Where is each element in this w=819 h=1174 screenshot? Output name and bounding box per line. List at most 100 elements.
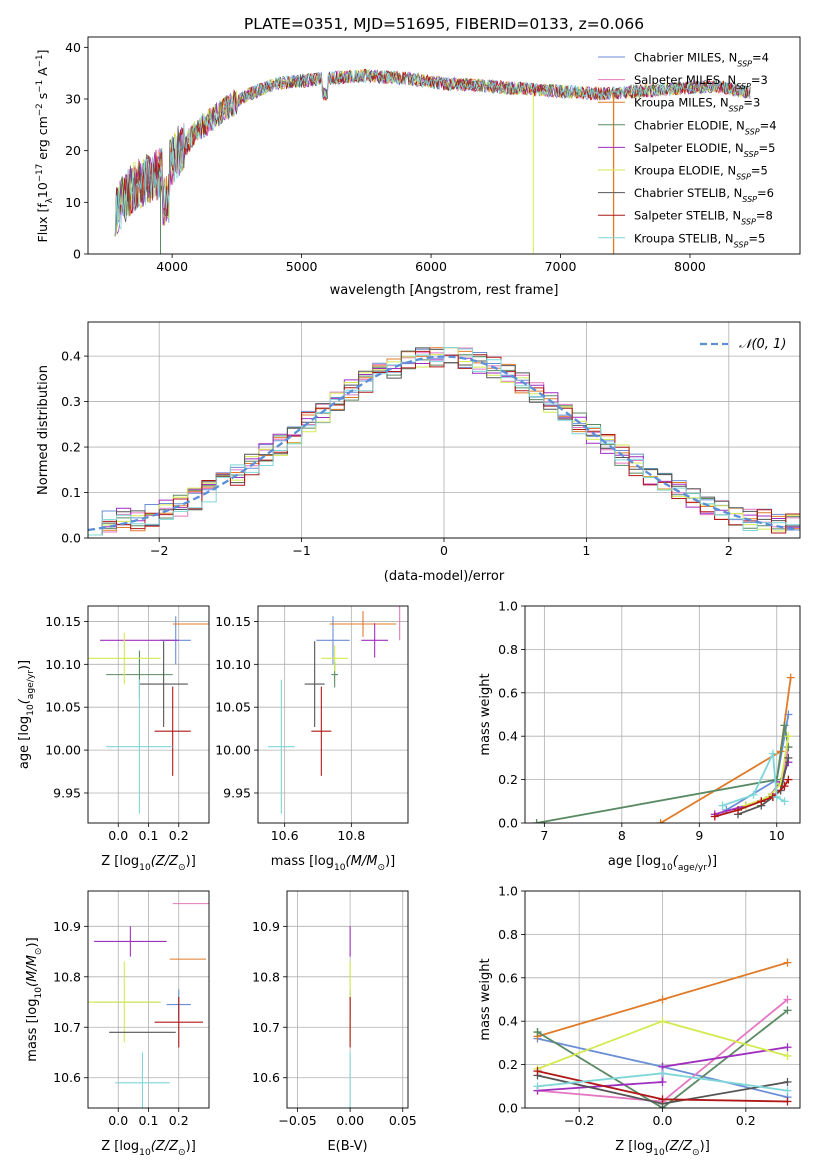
- y-tick-label: 10.05: [45, 700, 81, 715]
- legend-entry: Kroupa STELIB, NSSP=5: [634, 231, 765, 249]
- plot-area: [88, 903, 209, 1108]
- axes-frame: [524, 890, 801, 1109]
- axes-frame: [87, 36, 801, 255]
- label-part: mass [log: [271, 854, 334, 869]
- y-tick-label: 0.1: [61, 485, 81, 500]
- x-tick-label: 0.2: [169, 1113, 189, 1128]
- label-part: SSP: [742, 195, 757, 204]
- x-tick-label: 9: [695, 828, 703, 843]
- y-tick-label: 10: [65, 195, 81, 210]
- label-part: age/yr: [678, 863, 707, 873]
- label-part: −2: [35, 103, 45, 116]
- y-tick-label: 10.9: [53, 919, 81, 934]
- y-tick-label: 0.4: [498, 729, 518, 744]
- y-axis-label: Flux [fλ10−17 erg cm−2 s−1 A−1]: [35, 50, 55, 243]
- y-tick-label: 10.00: [215, 743, 251, 758]
- label-part: 10: [653, 1148, 665, 1158]
- label-part: erg cm: [35, 116, 50, 164]
- y-axis-label: mass [log10(M/M⊙)]: [25, 937, 44, 1061]
- axes-weight_vs_Z: −0.2 0.0 0.2 0.0 0.2 0.4 0.6 0.8 1.0 Z [log10(Z/Z…: [478, 884, 801, 1158]
- histogram-kroupa-stelib: [88, 347, 800, 536]
- label-part: 10: [334, 863, 346, 873]
- axes-mass_vs_EBV: −0.05 0.00 0.05 10.6 10.7 10.8 10.9 E(B-V): [252, 890, 417, 1154]
- y-tick-label: 10.10: [215, 657, 251, 672]
- x-tick-label: −0.2: [564, 1113, 594, 1128]
- y-tick-label: 0.2: [61, 440, 81, 455]
- label-part: )]: [707, 854, 717, 869]
- label-part: =5: [748, 231, 765, 245]
- y-axis-label: mass weight: [478, 673, 493, 755]
- x-tick-label: 8: [618, 828, 626, 843]
- legend-entry: Salpeter MILES, NSSP=3: [634, 73, 768, 91]
- y-tick-label: 10.7: [252, 1020, 280, 1035]
- legend-entry: Chabrier ELODIE, NSSP=4: [634, 118, 777, 136]
- label-part: =6: [757, 186, 774, 200]
- y-tick-label: 1.0: [498, 599, 518, 614]
- y-tick-label: 10.9: [252, 919, 280, 934]
- y-tick-label: 10.10: [45, 657, 81, 672]
- x-axis-label: age [log10(age/yr)]: [608, 854, 717, 873]
- label-part: Z [log: [101, 1139, 139, 1154]
- label-part: Z [log: [615, 1139, 653, 1154]
- label-part: −1: [35, 80, 45, 93]
- x-tick-label: 0.1: [139, 828, 159, 843]
- x-tick-label: 0.00: [336, 1113, 364, 1128]
- y-axis-label: mass weight: [478, 958, 493, 1040]
- label-part: Salpeter STELIB, N: [634, 209, 741, 223]
- y-tick-label: 0.8: [498, 927, 518, 942]
- y-axis-label: age [log10(age/yr)]: [17, 660, 36, 769]
- label-part: age/yr: [26, 670, 36, 699]
- x-tick-label: 0.0: [108, 828, 128, 843]
- legend-entry: Chabrier MILES, NSSP=4: [634, 51, 769, 69]
- axes-frame: [87, 605, 210, 824]
- axes-spectrum: 4000 5000 6000 7000 8000 0 10 20 30 40 Chabrier MI…: [35, 36, 801, 298]
- label-part: =3: [751, 73, 768, 87]
- figure-title: PLATE=0351, MJD=51695, FIBERID=0133, z=0…: [244, 15, 644, 33]
- label-part: =3: [743, 96, 760, 110]
- x-tick-label: 2: [725, 543, 733, 558]
- x-axis-label: mass [log10(M/M⊙)]: [271, 854, 395, 873]
- plot-area: [532, 673, 795, 823]
- x-tick-label: 8000: [674, 259, 706, 274]
- y-tick-label: 1.0: [498, 884, 518, 899]
- label-part: SSP: [736, 172, 751, 181]
- label-part: λ: [45, 198, 55, 203]
- y-tick-label: 10.15: [215, 614, 251, 629]
- plot-area: [533, 958, 792, 1108]
- label-part: age [log: [17, 716, 32, 769]
- axes-age_vs_mass: 10.6 10.8 9.95 10.00 10.05 10.10 10.15 mass [lo…: [215, 605, 409, 873]
- legend-entry: Salpeter ELODIE, NSSP=5: [634, 141, 775, 159]
- label-part: A: [35, 67, 50, 80]
- x-tick-label: −0.05: [278, 1113, 316, 1128]
- y-tick-label: 10.00: [45, 743, 81, 758]
- x-tick-label: −2: [150, 543, 168, 558]
- label-part: 10: [139, 863, 151, 873]
- label-part: (: [17, 698, 32, 704]
- x-tick-label: −1: [292, 543, 310, 558]
- y-tick-label: 30: [65, 92, 81, 107]
- label-part: Chabrier STELIB, N: [634, 186, 742, 200]
- label-part: =4: [760, 118, 777, 132]
- label-part: (Z/Z: [151, 854, 179, 869]
- label-part: ⊙: [178, 863, 186, 873]
- label-part: ]: [35, 50, 50, 55]
- x-axis-label: Z [log10(Z/Z⊙)]: [615, 1139, 710, 1158]
- y-tick-label: 10.6: [252, 1070, 280, 1085]
- x-axis-label: E(B-V): [327, 1139, 367, 1154]
- label-part: (Z/Z: [151, 1139, 179, 1154]
- axes-frame: [257, 605, 409, 824]
- y-tick-label: 10.8: [252, 969, 280, 984]
- label-part: Kroupa ELODIE, N: [634, 164, 736, 178]
- label-part: =5: [751, 164, 768, 178]
- label-part: ⊙: [178, 1148, 186, 1158]
- x-tick-label: 10.8: [337, 828, 365, 843]
- label-part: (M/M: [346, 854, 378, 869]
- label-part: SSP: [745, 127, 760, 136]
- axes-frame: [286, 890, 409, 1109]
- axes-residuals: −2 −1 0 1 2 0.0 0.1 0.2 0.3 0.4 𝒩(0, 1) (data-model…: [36, 321, 801, 584]
- normal-curve: [88, 355, 798, 532]
- x-axis-label: Z [log10(Z/Z⊙)]: [101, 1139, 196, 1158]
- label-part: −1: [35, 54, 45, 67]
